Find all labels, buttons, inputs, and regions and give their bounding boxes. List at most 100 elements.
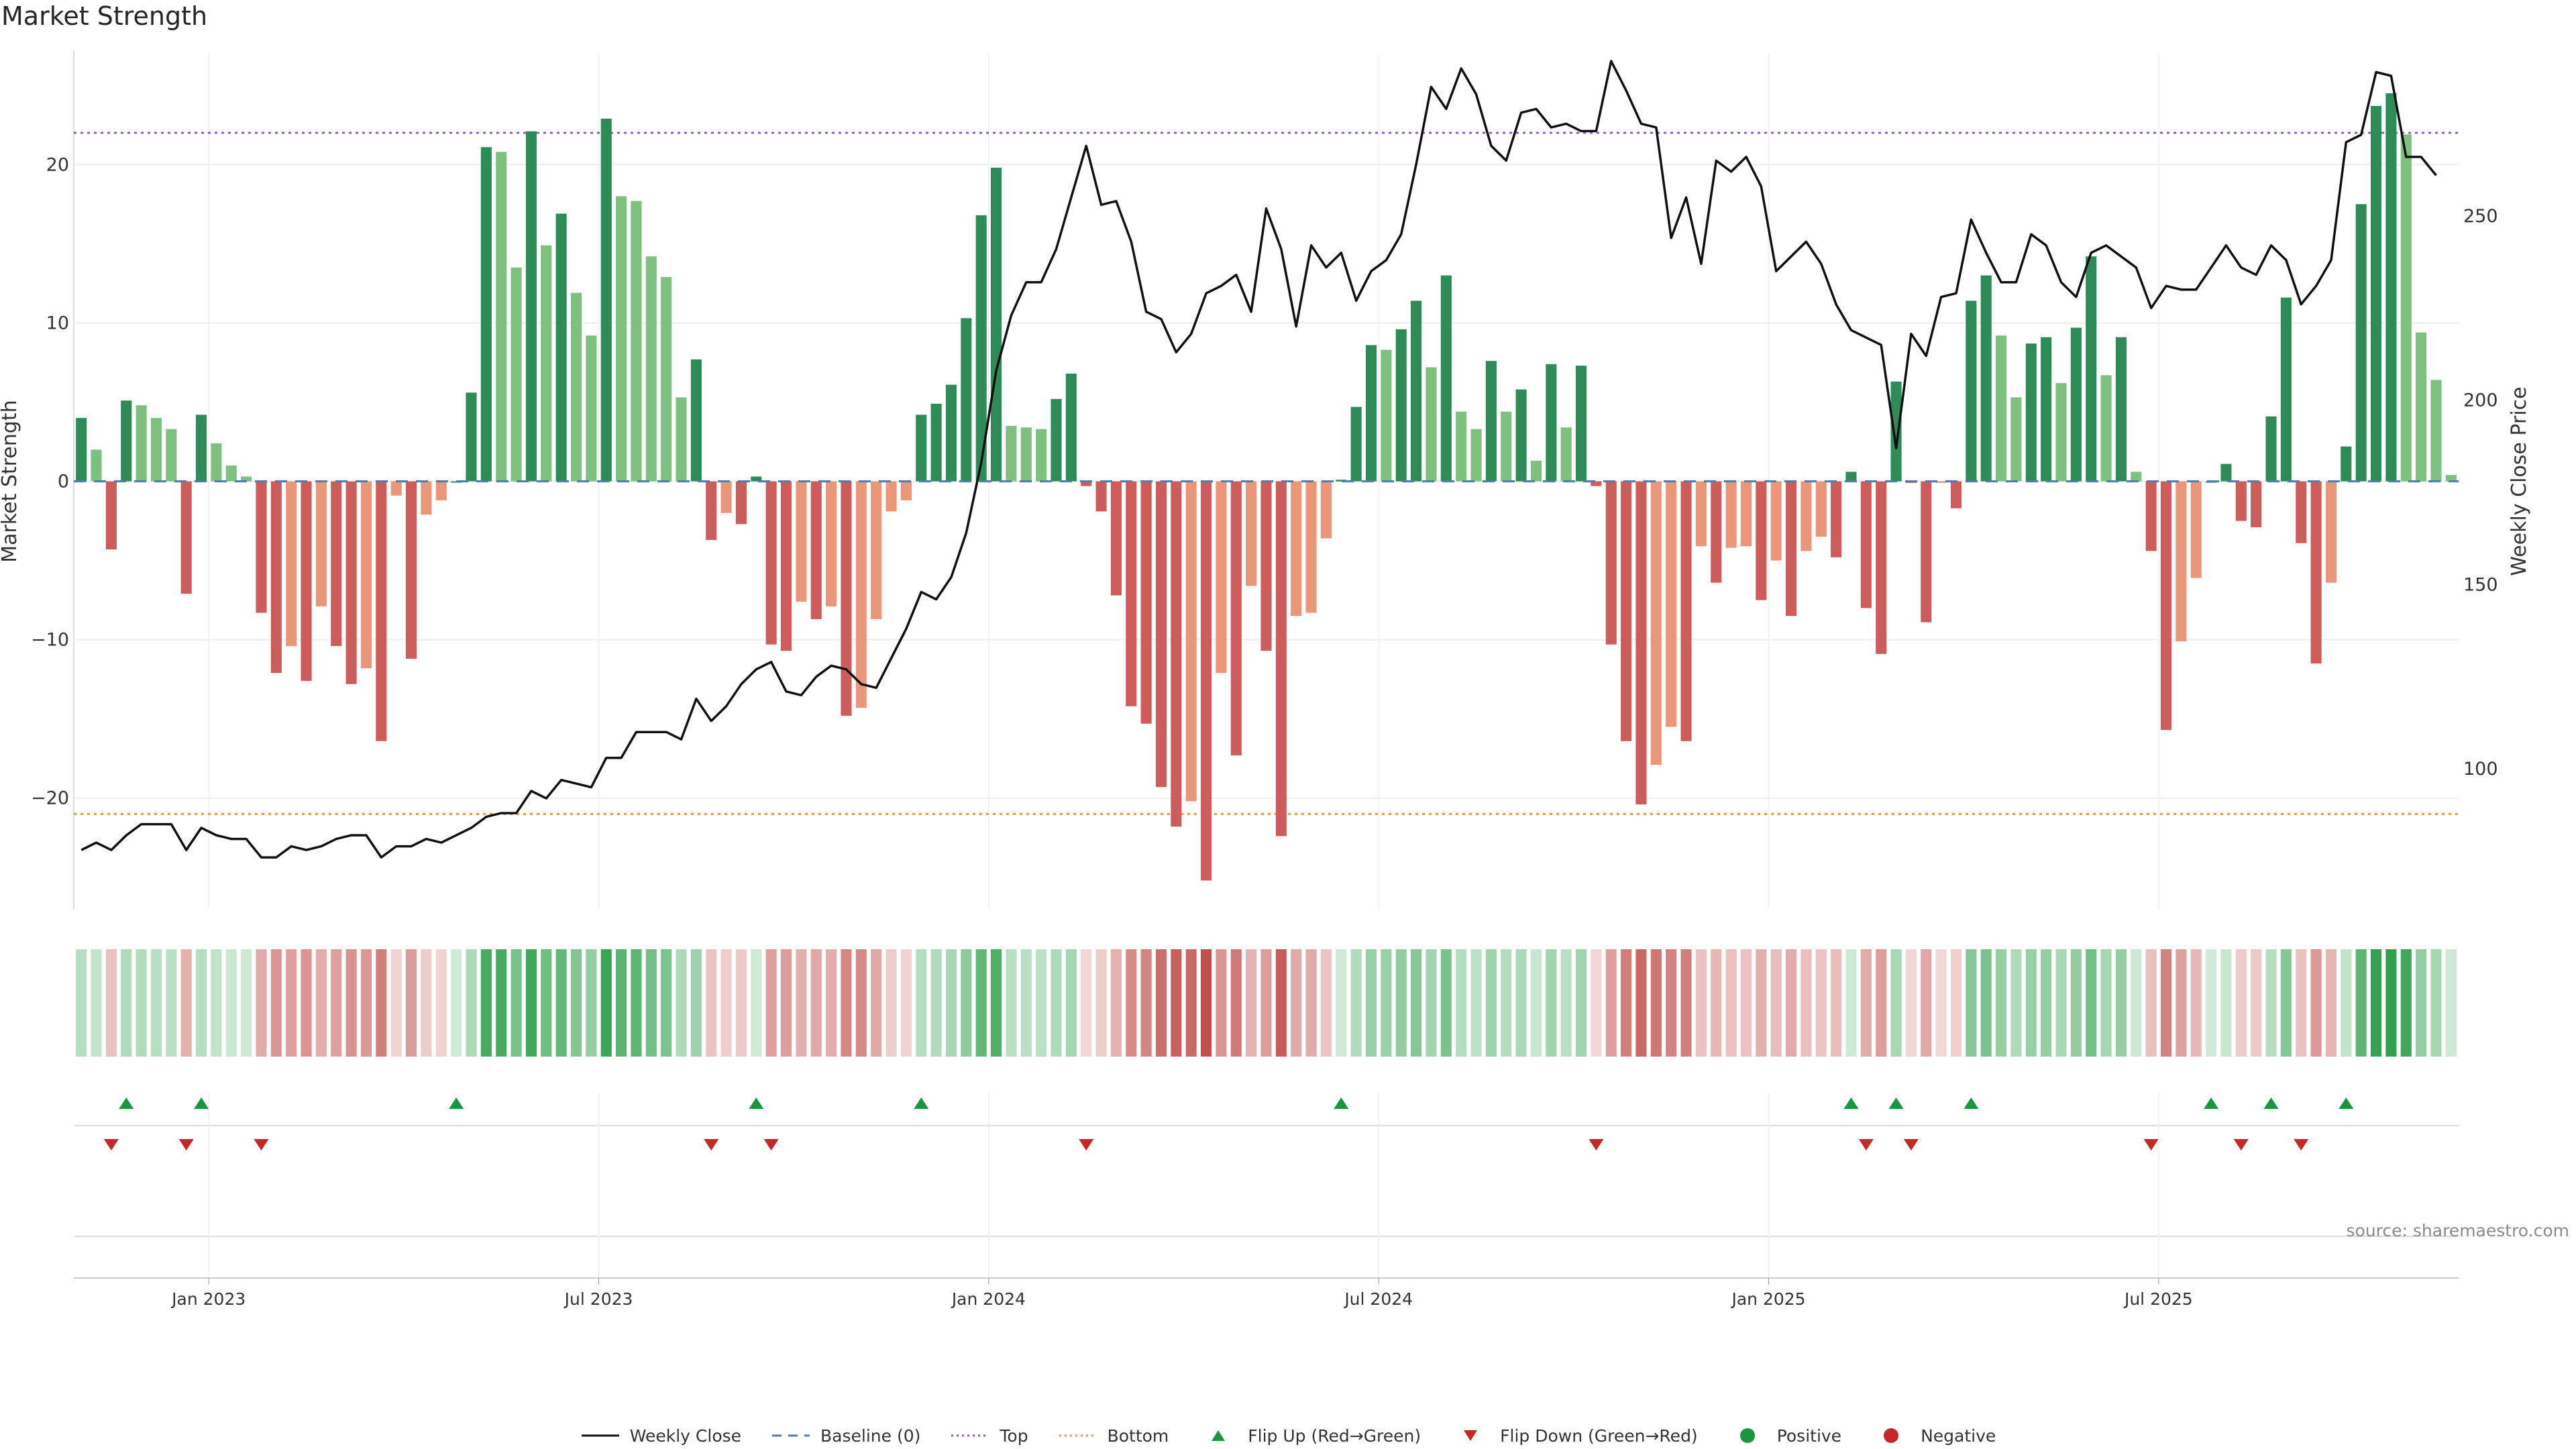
heat-cell	[2370, 949, 2382, 1057]
heat-cell	[1065, 949, 1077, 1057]
heat-cell	[1426, 949, 1437, 1057]
strength-bar	[1201, 481, 1212, 881]
heat-cell	[2445, 949, 2457, 1057]
heat-cell	[1291, 949, 1302, 1057]
heat-cell	[195, 949, 207, 1057]
strength-bar	[690, 359, 702, 482]
heat-cell	[180, 949, 192, 1057]
heat-cell	[2310, 949, 2322, 1057]
strength-bar	[1051, 398, 1062, 482]
heat-cell	[1740, 949, 1752, 1057]
strength-bar	[1530, 460, 1542, 482]
heat-cell	[2355, 949, 2367, 1057]
y-tick-label: −10	[31, 630, 69, 651]
strength-bar	[2070, 327, 2082, 482]
heat-cell	[1695, 949, 1707, 1057]
strength-bar	[810, 481, 822, 619]
strength-bar	[2400, 134, 2412, 482]
strength-bar	[286, 481, 297, 647]
heat-cell	[1140, 949, 1152, 1057]
heat-cell	[1381, 949, 1392, 1057]
strength-bar	[631, 201, 642, 482]
heat-cell	[796, 949, 807, 1057]
heat-cell	[2220, 949, 2232, 1057]
flip-up-marker	[2339, 1097, 2354, 1109]
x-tick-label: Jul 2024	[1343, 1289, 1413, 1309]
heat-cell	[855, 949, 867, 1057]
flip-down-marker	[178, 1139, 194, 1150]
heat-cell	[1801, 949, 1812, 1057]
strength-bar	[1740, 481, 1752, 547]
strength-bar	[2416, 332, 2427, 482]
legend-label: Positive	[1776, 1426, 1842, 1446]
weekly-close-line	[80, 60, 2437, 859]
strength-bar	[600, 118, 612, 482]
strength-bar	[1171, 481, 1182, 827]
heat-cell	[1185, 949, 1197, 1057]
strength-bar	[661, 276, 672, 482]
strength-bar	[1501, 411, 1512, 482]
heat-cell	[751, 949, 762, 1057]
strength-bar	[421, 481, 432, 515]
heat-cell	[1530, 949, 1542, 1057]
strength-bar	[1770, 481, 1782, 561]
flip-up-marker	[194, 1097, 209, 1109]
legend-label: Negative	[1921, 1426, 1996, 1446]
strength-bar	[2310, 481, 2322, 664]
heat-cell	[2206, 949, 2217, 1057]
flip-up-marker	[749, 1097, 764, 1109]
y-axis-title: Market Strength	[0, 400, 21, 562]
heat-cell	[301, 949, 312, 1057]
strength-bar	[211, 443, 222, 482]
strength-bar	[1036, 429, 1047, 482]
strength-bar	[2131, 472, 2142, 482]
heat-cell	[2190, 949, 2202, 1057]
strength-bar	[1860, 481, 1872, 608]
x-tick-label: Jul 2025	[2123, 1289, 2193, 1309]
strength-bar	[360, 481, 372, 669]
heat-cell	[270, 949, 282, 1057]
strength-bar	[2055, 383, 2067, 482]
strength-bar	[855, 481, 867, 708]
flip-down-marker	[1079, 1139, 1094, 1150]
strength-bar	[1411, 301, 1422, 482]
heat-cell	[2400, 949, 2412, 1057]
source-note: source: sharemaestro.com	[2346, 1221, 2570, 1240]
strength-bar	[525, 131, 537, 482]
heat-cell	[780, 949, 792, 1057]
heat-cell	[390, 949, 402, 1057]
heat-cell	[1501, 949, 1512, 1057]
strength-bar	[541, 245, 552, 482]
strength-bar	[166, 429, 177, 482]
legend-symbol-icon	[772, 1434, 810, 1437]
heat-cell	[406, 949, 417, 1057]
chart-title: Market Strength	[1, 1, 208, 31]
strength-bar	[2235, 481, 2247, 521]
heat-cell	[2131, 949, 2142, 1057]
strength-bar	[1921, 481, 1932, 623]
strength-bar	[2176, 481, 2187, 641]
strength-bar	[1621, 481, 1632, 741]
strength-bar	[1950, 481, 1962, 508]
heat-cell	[541, 949, 552, 1057]
heat-cell	[975, 949, 987, 1057]
heat-cell	[871, 949, 882, 1057]
flip-up-marker	[119, 1097, 134, 1109]
heat-cell	[2341, 949, 2352, 1057]
heat-cell	[1845, 949, 1857, 1057]
heat-cell	[1725, 949, 1737, 1057]
strength-bar	[1110, 481, 1122, 596]
strength-bar	[1695, 481, 1707, 547]
heat-cell	[480, 949, 492, 1057]
flip-down-marker	[1903, 1139, 1919, 1150]
flip-down-marker	[2233, 1139, 2249, 1150]
strength-bar	[91, 449, 102, 482]
heat-cell	[1440, 949, 1452, 1057]
heat-cell	[1980, 949, 1992, 1057]
strength-bar	[2160, 481, 2172, 731]
heat-cell	[166, 949, 177, 1057]
strength-bar	[2341, 446, 2352, 482]
strength-bar	[570, 292, 582, 482]
strength-bar	[1395, 329, 1407, 482]
heat-cell	[2235, 949, 2247, 1057]
